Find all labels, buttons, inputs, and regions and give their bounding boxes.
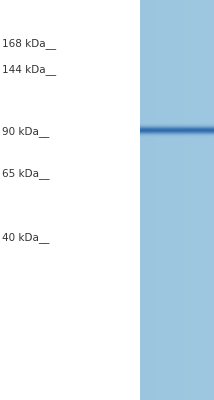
Text: 90 kDa__: 90 kDa__ bbox=[2, 126, 49, 137]
Text: 40 kDa__: 40 kDa__ bbox=[2, 232, 49, 244]
Text: 144 kDa__: 144 kDa__ bbox=[2, 64, 56, 76]
Text: 65 kDa__: 65 kDa__ bbox=[2, 168, 50, 180]
Text: 168 kDa__: 168 kDa__ bbox=[2, 38, 56, 49]
